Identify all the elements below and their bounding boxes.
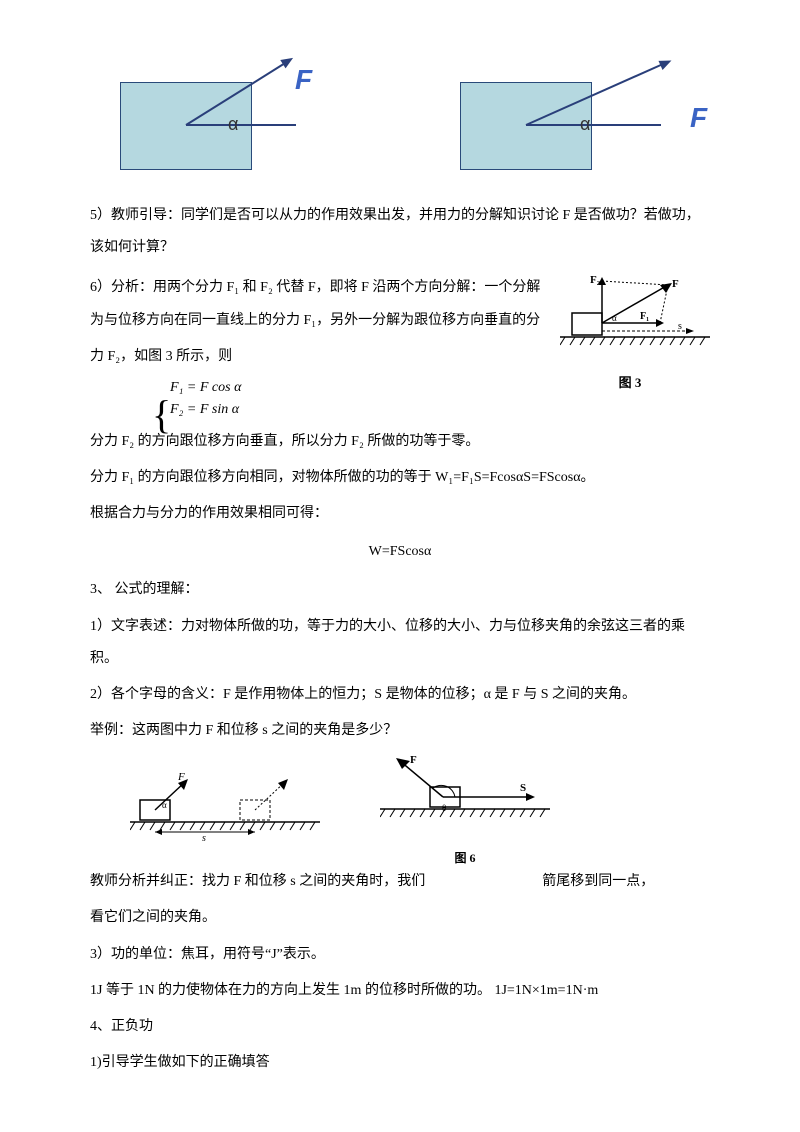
main-work-formula: W=FScosα [90, 536, 710, 568]
teacher-text-c: 看它们之间的夹角。 [90, 902, 710, 934]
brace-icon: { [152, 369, 171, 461]
alpha-label-right: α [580, 104, 590, 145]
example-diagrams: F α s [130, 755, 710, 872]
eq1: F₁ = F cos α [170, 377, 550, 399]
section-4-title: 4、正负功 [90, 1011, 710, 1043]
top-force-diagrams: F α F α [90, 60, 710, 170]
section-4-1: 1)引导学生做如下的正确填答 [90, 1047, 710, 1079]
svg-text:F: F [410, 755, 417, 766]
teacher-text-a: 教师分析并纠正：找力 F 和位移 s 之间的夹角时，我们 [90, 874, 425, 889]
f-label-left: F [295, 48, 312, 112]
horiz-guide [186, 124, 296, 126]
svg-text:θ: θ [442, 803, 446, 813]
example-fig-right: F S θ 图 6 [380, 755, 550, 872]
para-7: 分力 F₂ 的方向跟位移方向垂直，所以分力 F₂ 所做的功等于零。 [90, 426, 710, 458]
para-8: 分力 F₁ 的方向跟位移方向相同，对物体所做的功的等于 W₁=F₁S=Fcosα… [90, 462, 710, 494]
eq2: F₂ = F sin α [170, 399, 550, 421]
figure-6-caption: 图 6 [380, 845, 550, 873]
svg-text:α: α [162, 800, 167, 810]
para-5: 5）教师引导：同学们是否可以从力的作用效果出发，并用力的分解知识讨论 F 是否做… [90, 200, 710, 264]
force-arrow-head [658, 56, 673, 70]
svg-text:S: S [520, 782, 526, 794]
svg-text:F: F [672, 278, 679, 290]
svg-text:F₂: F₂ [590, 274, 601, 286]
section-3-title: 3、 公式的理解： [90, 574, 710, 606]
f-label-right: F [690, 86, 707, 150]
section-3-1: 1）文字表述：力对物体所做的功，等于力的大小、位移的大小、力与位移夹角的余弦这三… [90, 611, 710, 675]
para-9: 根据合力与分力的作用效果相同可得： [90, 498, 710, 530]
svg-text:α: α [612, 313, 617, 323]
svg-text:s: s [202, 833, 206, 842]
svg-text:F₁: F₁ [640, 311, 649, 322]
decomposition-formula: { F₁ = F cos α F₂ = F sin α [90, 377, 550, 422]
figure-3-caption: 图 3 [550, 368, 710, 398]
section-3-3: 3）功的单位：焦耳，用符号“J”表示。 [90, 939, 710, 971]
section-3-3b: 1J 等于 1N 的力使物体在力的方向上发生 1m 的位移时所做的功。 1J=1… [90, 975, 710, 1007]
svg-text:s: s [678, 321, 682, 332]
diagram-right: F α [460, 60, 680, 170]
para-6a: 6）分析：用两个分力 F₁ 和 F₂ 代替 F，即将 F 沿两个方向分解：一个分… [90, 272, 550, 336]
force-arrow-head [280, 54, 295, 69]
example-fig-left: F α s [130, 772, 320, 855]
teacher-text-b: 箭尾移到同一点， [542, 874, 654, 889]
diagram-left: F α [120, 60, 340, 170]
section-3-example: 举例：这两图中力 F 和位移 s 之间的夹角是多少？ [90, 715, 710, 747]
horiz-guide [526, 124, 661, 126]
svg-text:F: F [177, 772, 185, 783]
figure-3: F₂ F F₁ α s [560, 268, 710, 368]
alpha-label-left: α [228, 104, 238, 145]
section-3-2: 2）各个字母的含义：F 是作用物体上的恒力；S 是物体的位移；α 是 F 与 S… [90, 679, 710, 711]
